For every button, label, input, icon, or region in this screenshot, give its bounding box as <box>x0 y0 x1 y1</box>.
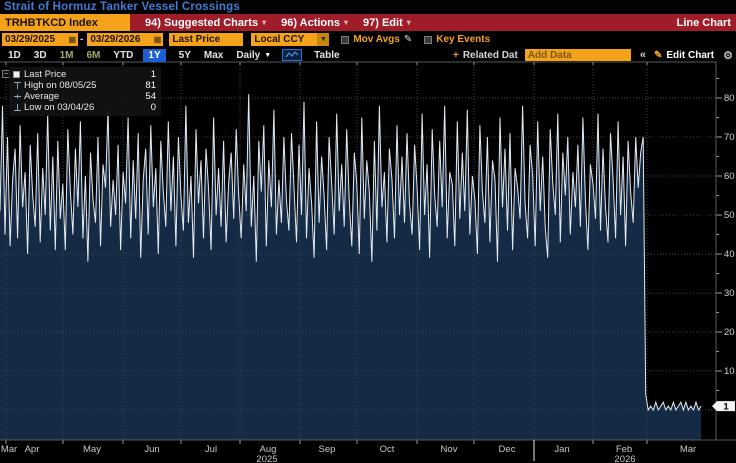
mov-avgs-label: Mov Avgs <box>353 34 400 45</box>
menu-bar: TRHBTKCD Index 94) Suggested Charts ▾ 96… <box>0 14 736 31</box>
average-marker-icon <box>14 94 21 99</box>
menu-suggested-charts[interactable]: 94) Suggested Charts ▾ <box>145 16 267 29</box>
range-toolbar: 1D 3D 1M 6M YTD 1Y 5Y Max Daily ▼ Table … <box>0 48 736 62</box>
legend-row-high: High on 08/05/25 81 <box>13 80 156 91</box>
chevron-down-icon: ▾ <box>344 18 349 27</box>
y-axis-label: 60 <box>724 171 735 182</box>
chevron-down-icon: ▾ <box>406 18 411 27</box>
x-axis-month-label: Jul <box>205 444 217 455</box>
y-axis-label: 40 <box>724 249 735 260</box>
add-data-input[interactable]: Add Data <box>524 49 631 61</box>
period-ytd[interactable]: YTD <box>113 49 134 61</box>
period-3d[interactable]: 3D <box>33 49 47 61</box>
last-price-square-icon <box>13 71 20 78</box>
period-1m[interactable]: 1M <box>59 49 74 61</box>
date-from-field[interactable]: 03/29/2025 ▦ <box>2 33 78 46</box>
controls-row: 03/29/2025 ▦ - 03/29/2026 ▦ Last Price L… <box>0 31 736 48</box>
currency-select[interactable]: Local CCY ▼ <box>251 33 330 46</box>
y-axis-label: 80 <box>724 93 735 104</box>
legend-row-average: Average 54 <box>13 91 156 102</box>
last-price-badge-value: 1 <box>723 402 729 413</box>
period-1y-selected[interactable]: 1Y <box>143 48 166 62</box>
x-axis-month-label: Oct <box>380 444 395 455</box>
plus-icon[interactable]: + <box>452 49 459 61</box>
legend-row-last-price: Last Price 1 <box>13 69 156 80</box>
mov-avgs-checkbox[interactable] <box>341 35 350 44</box>
chart-mode-label: Line Chart <box>676 16 731 29</box>
x-axis-year-label: 2026 <box>614 454 635 463</box>
date-to-field[interactable]: 03/29/2026 ▦ <box>87 33 164 46</box>
x-axis-month-label: Nov <box>441 444 458 455</box>
price-area-fill <box>0 94 701 440</box>
y-axis-label: 30 <box>724 288 735 299</box>
price-line <box>0 94 702 412</box>
x-axis-month-label: Aug <box>260 444 277 455</box>
chart-legend[interactable]: Last Price 1 High on 08/05/25 81 Average… <box>9 67 161 116</box>
key-events-checkbox[interactable] <box>424 35 433 44</box>
y-axis-label: 50 <box>724 210 735 221</box>
x-axis-month-label: Mar <box>680 444 696 455</box>
x-axis-month-label: Jun <box>144 444 159 455</box>
line-chart-type-button[interactable] <box>282 49 303 61</box>
period-1d[interactable]: 1D <box>8 49 21 61</box>
chevron-down-icon: ▾ <box>262 18 267 27</box>
pencil-icon[interactable]: ✎ <box>653 49 663 61</box>
low-marker-icon <box>14 104 21 111</box>
y-axis-label: 70 <box>724 132 735 143</box>
period-5y[interactable]: 5Y <box>178 49 191 61</box>
last-price-badge <box>712 401 735 412</box>
x-axis-year-label: 2025 <box>256 454 277 463</box>
x-axis-month-label: Feb <box>616 444 632 455</box>
edit-chart-button[interactable]: Edit Chart <box>666 49 715 61</box>
x-axis-month-label: Mar <box>1 444 17 455</box>
x-axis-month-label: Sep <box>319 444 336 455</box>
page-title: Strait of Hormuz Tanker Vessel Crossings <box>4 1 240 13</box>
table-button[interactable]: Table <box>314 49 340 61</box>
menu-edit[interactable]: 97) Edit ▾ <box>363 16 411 29</box>
pencil-icon[interactable]: ✎ <box>403 34 413 45</box>
date-range-separator: - <box>80 34 84 45</box>
calendar-icon[interactable]: ▦ <box>68 34 76 44</box>
menu-actions[interactable]: 96) Actions ▾ <box>281 16 349 29</box>
gear-icon[interactable]: ⚙ <box>723 49 733 62</box>
ticker-field[interactable]: TRHBTKCD Index <box>0 14 130 31</box>
y-axis-label: 20 <box>724 327 735 338</box>
collapse-icon[interactable]: « <box>639 49 646 61</box>
period-6m[interactable]: 6M <box>86 49 101 61</box>
line-chart-icon <box>285 51 299 58</box>
calendar-icon[interactable]: ▦ <box>153 34 162 44</box>
price-field-select[interactable]: Last Price <box>169 33 244 46</box>
related-data-button[interactable]: Related Dat <box>462 49 518 61</box>
period-max[interactable]: Max <box>203 49 224 61</box>
x-axis-month-label: May <box>83 444 101 455</box>
chevron-down-icon: ▼ <box>264 51 272 59</box>
frequency-select[interactable]: Daily ▼ <box>236 49 272 61</box>
x-axis-month-label: Jan <box>554 444 569 455</box>
key-events-label: Key Events <box>436 34 491 45</box>
legend-row-low: Low on 03/04/26 0 <box>13 102 156 113</box>
y-axis-label: 10 <box>724 366 735 377</box>
security-title-row: Strait of Hormuz Tanker Vessel Crossings <box>0 0 736 14</box>
chevron-down-icon[interactable]: ▼ <box>317 33 330 46</box>
x-axis-month-label: Dec <box>499 444 516 455</box>
high-marker-icon <box>14 82 21 89</box>
x-axis-month-label: Apr <box>25 444 40 455</box>
